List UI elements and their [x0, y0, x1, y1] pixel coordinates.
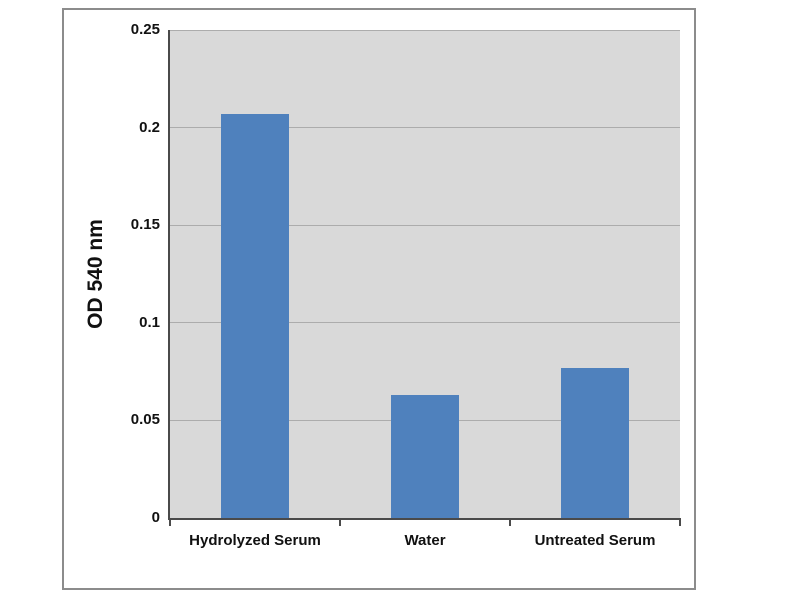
y-tick-label: 0.25: [130, 21, 160, 38]
y-tick-label: 0.1: [139, 313, 160, 331]
bar: [561, 367, 629, 518]
x-axis-tick: [339, 520, 341, 526]
y-tick-label: 0.15: [130, 216, 160, 234]
x-axis-tick: [679, 520, 681, 526]
gridline: [170, 322, 680, 324]
x-axis-tick: [509, 520, 511, 526]
x-axis-line: [168, 518, 681, 520]
gridline: [170, 29, 680, 31]
gridline: [170, 224, 680, 226]
bar: [221, 113, 289, 518]
x-category-label: Hydrolyzed Serum: [189, 532, 321, 549]
y-tick-label: 0.2: [139, 118, 160, 136]
y-axis-title: OD 540 nm: [84, 219, 107, 329]
plot-area: [170, 29, 680, 518]
chart-frame: OD 540 nm 0 0.05 0.1 0.15 0.2 0.25 Hydrolyzed …: [62, 8, 696, 590]
x-category-label: Water: [404, 532, 446, 549]
x-category-label: Untreated Serum: [534, 532, 656, 549]
bar: [391, 395, 459, 518]
y-tick-label: 0.05: [130, 411, 160, 429]
gridline: [170, 127, 680, 129]
y-tick-label: 0: [151, 509, 160, 526]
y-axis-line: [168, 30, 170, 519]
x-axis-tick: [169, 520, 171, 526]
